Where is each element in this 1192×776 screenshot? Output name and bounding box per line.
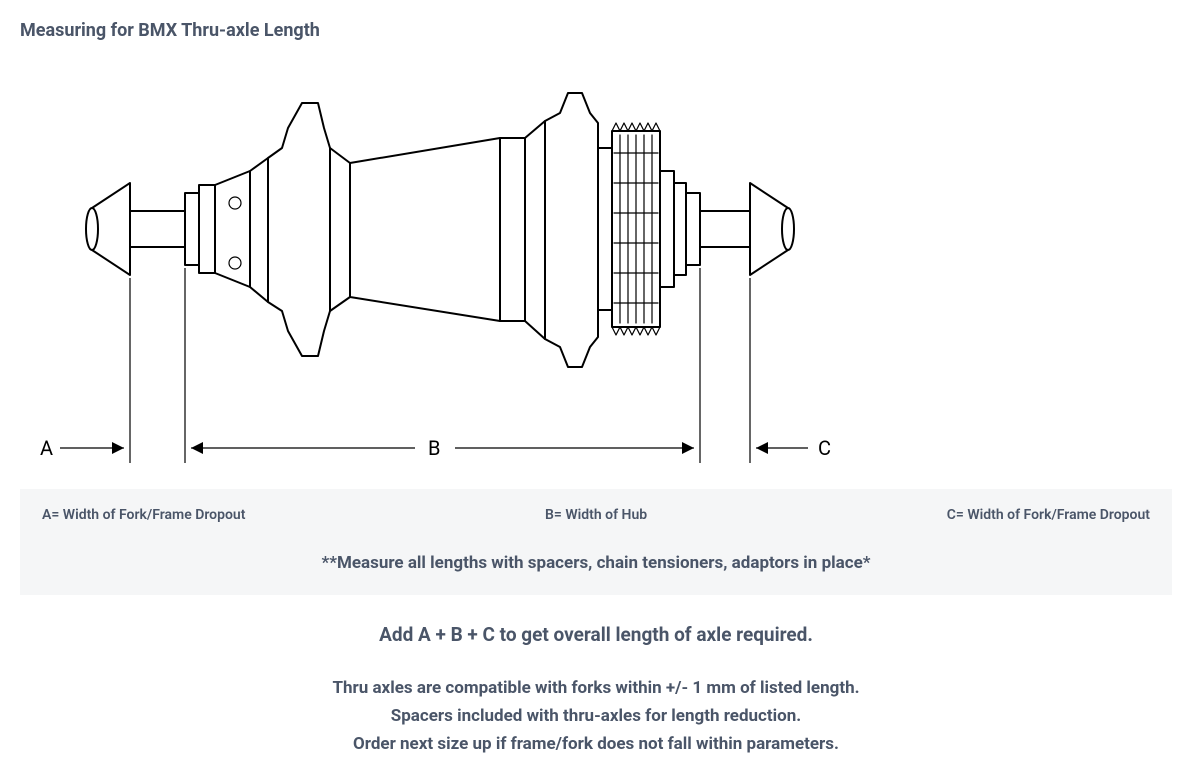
dimension-c: C — [756, 436, 831, 460]
label-b: B — [428, 436, 440, 460]
instructions-main: Add A + B + C to get overall length of a… — [20, 623, 1172, 646]
dimension-a: A — [40, 436, 124, 460]
instructions-sub-2: Order next size up if frame/fork does no… — [20, 730, 1172, 758]
legend-row: A= Width of Fork/Frame Dropout B= Width … — [20, 489, 1172, 541]
measure-note: **Measure all lengths with spacers, chai… — [20, 541, 1172, 595]
hub-diagram: A B C — [20, 53, 1172, 473]
instructions-sub-0: Thru axles are compatible with forks wit… — [20, 674, 1172, 702]
legend-b: B= Width of Hub — [545, 507, 647, 523]
instructions: Add A + B + C to get overall length of a… — [20, 623, 1172, 758]
hub-svg: A B C — [20, 53, 850, 473]
instructions-sub-1: Spacers included with thru-axles for len… — [20, 702, 1172, 730]
legend-c: C= Width of Fork/Frame Dropout — [947, 507, 1150, 523]
label-a: A — [40, 436, 53, 460]
dimension-b: B — [191, 436, 694, 460]
label-c: C — [818, 436, 831, 460]
page-title: Measuring for BMX Thru-axle Length — [20, 20, 1172, 41]
legend-a: A= Width of Fork/Frame Dropout — [42, 507, 245, 523]
